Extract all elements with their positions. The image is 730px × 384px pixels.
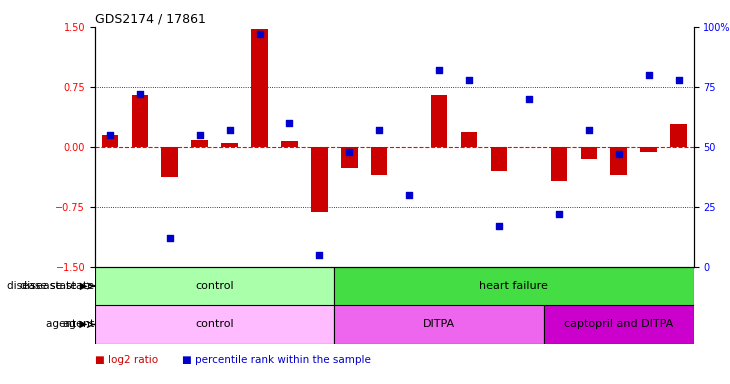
Bar xyxy=(191,141,208,147)
Point xyxy=(403,192,415,198)
Bar xyxy=(514,27,544,267)
Text: captopril and DITPA: captopril and DITPA xyxy=(564,319,673,329)
Point xyxy=(583,127,595,133)
Bar xyxy=(334,305,544,344)
Bar xyxy=(431,95,447,147)
Text: agent ▶: agent ▶ xyxy=(46,319,88,329)
Point xyxy=(284,120,296,126)
Bar xyxy=(95,267,334,305)
Point xyxy=(344,149,356,155)
Point xyxy=(643,72,655,78)
Point xyxy=(164,235,176,241)
Bar xyxy=(634,27,664,267)
Bar xyxy=(454,27,484,267)
Text: DITPA: DITPA xyxy=(423,319,456,329)
Bar xyxy=(95,27,125,267)
Point xyxy=(314,252,326,258)
Bar xyxy=(155,27,185,267)
Bar xyxy=(215,27,245,267)
Point xyxy=(374,127,385,133)
Point xyxy=(613,151,625,157)
Point xyxy=(104,132,116,138)
Text: GDS2174 / 17861: GDS2174 / 17861 xyxy=(95,13,206,26)
Point xyxy=(673,77,685,83)
Point xyxy=(493,223,505,229)
Point xyxy=(523,96,534,102)
Bar xyxy=(580,147,597,159)
Bar xyxy=(341,147,358,169)
Bar xyxy=(461,132,477,147)
Bar xyxy=(274,27,304,267)
Point xyxy=(553,211,565,217)
Text: heart failure: heart failure xyxy=(480,281,548,291)
Bar xyxy=(491,147,507,171)
Bar xyxy=(161,147,178,177)
Bar xyxy=(610,147,627,175)
Text: ■ percentile rank within the sample: ■ percentile rank within the sample xyxy=(182,355,372,365)
Bar xyxy=(574,27,604,267)
Bar xyxy=(640,147,657,152)
Bar xyxy=(550,147,567,181)
Bar xyxy=(95,305,334,344)
Bar xyxy=(334,267,694,305)
Bar xyxy=(670,124,687,147)
Bar xyxy=(131,95,148,147)
Point xyxy=(134,91,146,97)
Bar xyxy=(394,27,424,267)
Bar xyxy=(544,305,694,344)
Point xyxy=(464,77,475,83)
Text: control: control xyxy=(196,319,234,329)
Text: disease state: disease state xyxy=(20,281,94,291)
Bar xyxy=(101,135,118,147)
Bar xyxy=(221,143,238,147)
Point xyxy=(224,127,236,133)
Point xyxy=(254,31,266,37)
Bar xyxy=(371,147,388,175)
Text: disease state ▶: disease state ▶ xyxy=(7,281,88,291)
Text: agent: agent xyxy=(62,319,94,329)
Text: control: control xyxy=(196,281,234,291)
Bar xyxy=(334,27,364,267)
Bar xyxy=(281,141,298,147)
Point xyxy=(194,132,206,138)
Point xyxy=(434,67,445,73)
Bar xyxy=(311,147,328,212)
Bar xyxy=(251,29,268,147)
Text: ■ log2 ratio: ■ log2 ratio xyxy=(95,355,158,365)
